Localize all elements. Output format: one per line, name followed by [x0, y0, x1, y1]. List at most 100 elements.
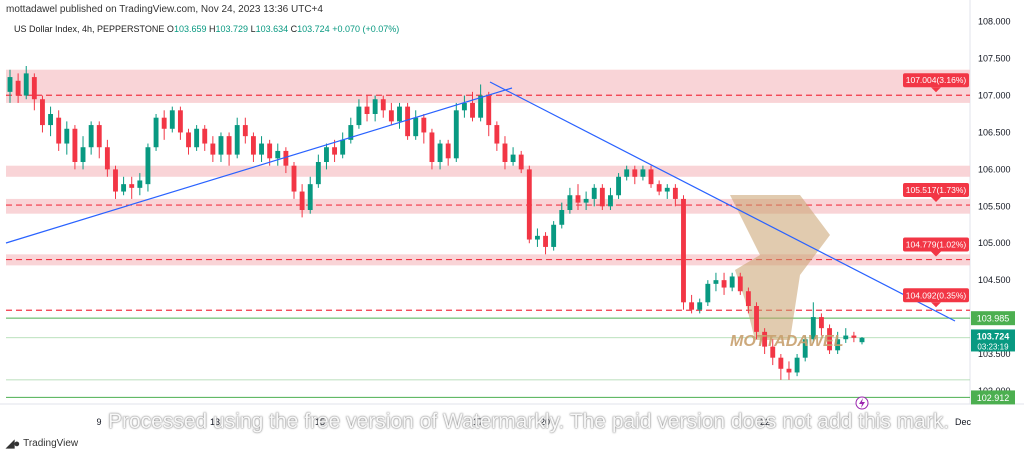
candle: [218, 136, 224, 155]
ohlc-change: +0.070 (+0.07%): [332, 24, 400, 34]
candle: [332, 147, 338, 155]
candle: [453, 110, 459, 159]
candle: [827, 328, 832, 351]
candle: [104, 147, 110, 170]
candle: [7, 77, 13, 92]
candle: [113, 169, 118, 192]
level-label-box: [903, 73, 969, 88]
symbol-name[interactable]: US Dollar Index, 4h, PEPPERSTONE: [14, 24, 165, 34]
candle: [835, 339, 841, 351]
level-label-box: [903, 288, 969, 303]
candle: [356, 106, 362, 126]
candle: [291, 165, 297, 192]
x-tick-label: 13: [210, 417, 220, 427]
candle: [843, 335, 849, 340]
support-price-tag: [971, 311, 1015, 326]
y-tick-label: 105.000: [978, 238, 1011, 248]
candle: [121, 184, 127, 192]
candle: [778, 357, 784, 369]
tradingview-logo-icon: ◢●: [6, 438, 20, 450]
candle: [616, 176, 622, 196]
candle: [96, 125, 102, 148]
watermark-logo: [730, 195, 830, 340]
candle: [786, 368, 792, 373]
candle: [48, 114, 54, 126]
candle: [372, 99, 378, 114]
level-label-pointer: [931, 87, 941, 93]
candle: [315, 162, 321, 185]
candle: [754, 306, 759, 332]
candle: [210, 143, 216, 155]
candle: [640, 169, 646, 177]
candle: [599, 187, 605, 207]
candle: [64, 128, 70, 144]
candle: [388, 110, 394, 122]
candle: [461, 102, 467, 111]
ascending-trendline: [5, 87, 513, 244]
candle: [283, 150, 289, 166]
x-tick-label: 15: [315, 417, 325, 427]
candle: [575, 195, 581, 203]
candle: [364, 106, 370, 114]
candle: [429, 132, 435, 162]
candle: [494, 125, 500, 144]
candle: [234, 125, 240, 155]
ohlc-high: H103.729: [209, 24, 249, 34]
candle: [737, 276, 743, 292]
candle: [445, 143, 451, 159]
candle: [510, 154, 516, 162]
y-tick-label: 108.000: [978, 17, 1011, 27]
level-label-pointer: [931, 251, 941, 257]
support-price-label: 103.985: [977, 314, 1010, 324]
y-tick-label: 103.500: [978, 349, 1011, 359]
candle: [380, 99, 386, 111]
descending-trendline: [489, 81, 956, 322]
candle: [551, 224, 557, 247]
candle: [194, 128, 200, 148]
candle: [421, 117, 427, 133]
watermark-text: Processed using the free version of Wate…: [108, 410, 950, 433]
candle: [153, 117, 159, 148]
candle: [810, 317, 816, 340]
level-label-box: [903, 183, 969, 198]
x-tick-label: 20: [540, 417, 550, 427]
level-label-box: [903, 237, 969, 252]
ohlc-close: C103.724: [290, 24, 330, 34]
candle: [23, 73, 29, 96]
x-tick-label: 22: [760, 417, 770, 427]
countdown-label: 03:23:19: [977, 342, 1009, 351]
ohlc-low: L103.634: [250, 24, 289, 34]
y-tick-label: 106.500: [978, 127, 1011, 137]
candle: [713, 280, 719, 284]
publisher-header: mottadawel published on TradingView.com,…: [6, 4, 323, 15]
candle: [656, 184, 662, 192]
candle: [526, 169, 532, 240]
candle: [202, 128, 208, 144]
y-tick-label: 107.000: [978, 91, 1011, 101]
candle: [583, 198, 589, 203]
candle: [307, 184, 313, 210]
y-tick-label: 106.000: [978, 164, 1011, 174]
candle: [534, 235, 540, 240]
y-tick-label: 107.500: [978, 54, 1011, 64]
level-label: 104.779(1.02%): [906, 240, 967, 250]
candle: [802, 339, 808, 358]
y-tick-label: 105.500: [978, 201, 1011, 211]
x-tick-label: 9: [96, 417, 101, 427]
support-price-label: 102.912: [977, 393, 1010, 403]
last-price-tag: [971, 329, 1015, 352]
candle: [242, 125, 248, 137]
x-tick-label: Dec: [955, 417, 972, 427]
candle: [543, 235, 548, 247]
candle: [340, 139, 346, 155]
candle: [608, 195, 613, 207]
lightning-icon-bolt: [859, 398, 865, 408]
tradingview-logo[interactable]: ◢● TradingView: [6, 437, 78, 450]
candle: [397, 106, 402, 122]
level-label: 105.517(1.73%): [906, 185, 967, 195]
candle: [697, 302, 703, 310]
candle: [624, 169, 630, 177]
candle: [405, 106, 411, 137]
candle: [129, 184, 135, 188]
